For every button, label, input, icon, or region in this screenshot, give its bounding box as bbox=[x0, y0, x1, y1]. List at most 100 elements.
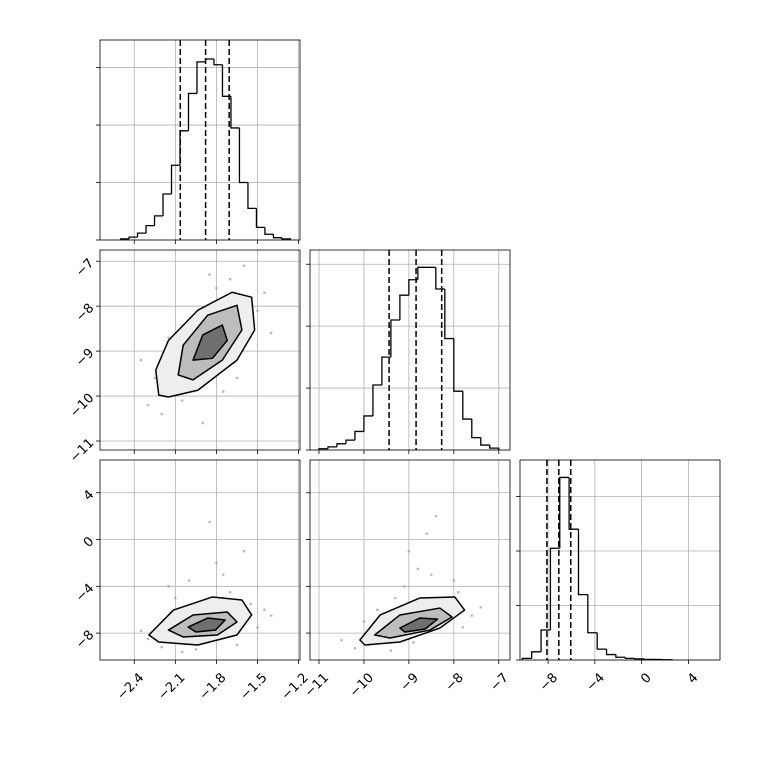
sample-point bbox=[194, 648, 198, 651]
panel: −11 −10 −9 −8 −7 bbox=[302, 459, 512, 700]
histogram-step bbox=[489, 445, 500, 450]
histogram-step bbox=[318, 448, 328, 450]
histogram-step bbox=[272, 234, 282, 239]
histogram-step bbox=[521, 657, 532, 660]
histogram-step bbox=[633, 658, 644, 660]
sample-point bbox=[201, 421, 205, 425]
sample-point bbox=[139, 629, 143, 633]
sample-point bbox=[256, 625, 259, 629]
x-tick-label: 0 bbox=[638, 670, 654, 686]
sample-point bbox=[221, 573, 225, 576]
panel-frame bbox=[519, 459, 721, 661]
histogram-step bbox=[162, 193, 172, 216]
y-tick-label: 4 bbox=[81, 487, 97, 503]
sample-point bbox=[425, 532, 429, 535]
sample-point bbox=[407, 549, 411, 553]
sample-point bbox=[470, 614, 474, 617]
histogram-step bbox=[327, 446, 337, 449]
sample-point bbox=[167, 336, 170, 339]
histogram-step bbox=[187, 92, 197, 131]
sample-point bbox=[208, 273, 211, 277]
histogram-step bbox=[354, 430, 364, 441]
panel bbox=[96, 39, 301, 244]
histogram-step bbox=[643, 658, 654, 661]
plot-area bbox=[139, 264, 273, 425]
histogram-step bbox=[408, 279, 418, 296]
histogram-step bbox=[230, 96, 240, 129]
sample-point bbox=[242, 264, 246, 268]
contour bbox=[399, 617, 439, 633]
histogram-step bbox=[615, 654, 626, 658]
sample-point bbox=[416, 567, 420, 571]
histogram-step bbox=[336, 443, 346, 447]
histogram-step bbox=[153, 215, 164, 226]
histogram-step bbox=[381, 356, 391, 385]
panel: −2.4 −2.1 −1.8 −1.5 −1.240−4−8 bbox=[73, 459, 312, 703]
sample-point bbox=[412, 641, 415, 644]
sample-point bbox=[461, 625, 465, 629]
sample-point bbox=[180, 399, 184, 402]
sample-point bbox=[146, 403, 150, 407]
sample-point bbox=[457, 590, 460, 594]
contour bbox=[192, 324, 229, 361]
histogram-step bbox=[462, 391, 472, 420]
histogram-step bbox=[531, 651, 542, 659]
histogram-step bbox=[444, 289, 454, 340]
x-tick-label: −1.5 bbox=[238, 670, 271, 703]
histogram-step bbox=[453, 338, 463, 392]
histogram-step bbox=[417, 266, 427, 280]
x-tick-label: −10 bbox=[347, 670, 377, 700]
histogram-step bbox=[624, 657, 635, 660]
panel bbox=[306, 249, 511, 454]
histogram-step bbox=[605, 649, 616, 656]
sample-point bbox=[187, 579, 191, 582]
sample-point bbox=[269, 331, 273, 335]
panel-frame bbox=[99, 459, 301, 661]
y-tick-label: −10 bbox=[67, 391, 97, 421]
histogram-step bbox=[179, 130, 189, 166]
histogram-step bbox=[281, 237, 292, 240]
sample-point bbox=[256, 309, 259, 312]
histogram-step bbox=[568, 477, 579, 530]
histogram-step bbox=[221, 64, 231, 97]
sample-point bbox=[430, 573, 433, 576]
histogram-step bbox=[238, 127, 248, 184]
x-tick-label: −2.4 bbox=[114, 670, 147, 703]
histogram-step bbox=[577, 529, 588, 596]
histogram-step bbox=[372, 384, 382, 416]
sample-point bbox=[362, 620, 366, 623]
histogram-step bbox=[549, 547, 560, 631]
histogram-step bbox=[559, 476, 570, 549]
histogram-step bbox=[399, 294, 409, 320]
sample-point bbox=[353, 647, 357, 650]
x-tick-label: −9 bbox=[398, 670, 422, 694]
histogram-step bbox=[596, 632, 607, 650]
x-tick-label: −8 bbox=[443, 670, 467, 694]
panel-frame bbox=[99, 39, 301, 241]
sample-point bbox=[452, 579, 456, 582]
sample-point bbox=[228, 277, 232, 281]
sample-point bbox=[242, 549, 246, 553]
sample-point bbox=[215, 286, 218, 290]
sample-point bbox=[174, 596, 177, 600]
sample-point bbox=[269, 614, 273, 617]
histogram-step bbox=[345, 439, 355, 444]
sample-point bbox=[389, 649, 393, 652]
panel-frame bbox=[309, 459, 511, 661]
sample-point bbox=[160, 645, 163, 649]
histogram-step bbox=[247, 182, 257, 210]
sample-point bbox=[221, 390, 225, 393]
histogram-step bbox=[480, 437, 490, 446]
histogram-step bbox=[204, 58, 214, 62]
contour bbox=[187, 617, 226, 633]
histogram-step bbox=[390, 319, 400, 358]
x-tick-label: −11 bbox=[302, 670, 332, 700]
histogram-step bbox=[587, 594, 598, 634]
plot-area bbox=[340, 514, 483, 652]
histogram-step bbox=[213, 58, 223, 66]
y-tick-label: −8 bbox=[73, 301, 97, 325]
histogram-step bbox=[145, 224, 155, 234]
sample-point bbox=[434, 514, 438, 518]
x-tick-label: −1.8 bbox=[197, 670, 230, 703]
y-tick-label: 0 bbox=[81, 534, 97, 550]
